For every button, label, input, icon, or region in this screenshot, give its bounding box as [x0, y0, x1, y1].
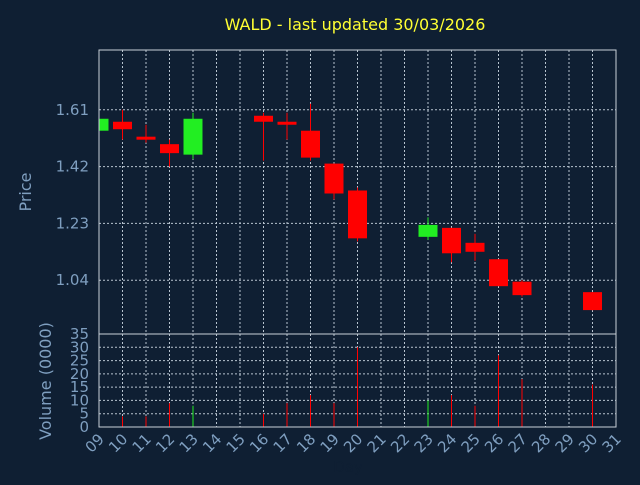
volume-tick-label: 10	[70, 391, 89, 409]
volume-tick-label: 35	[70, 325, 89, 343]
price-axis-label: Price	[16, 172, 35, 211]
candle	[301, 103, 320, 161]
candle-body	[512, 281, 532, 296]
candle	[136, 124, 156, 143]
price-axis-ticks: 1.61 1.42 1.23 1.04	[56, 101, 89, 289]
candle-body	[489, 259, 508, 287]
volume-axis-label: Volume (0000)	[36, 322, 55, 440]
candle	[442, 227, 461, 263]
volume-bars	[122, 347, 593, 427]
candle	[160, 139, 179, 167]
price-tick-label: 1.23	[56, 214, 89, 232]
volume-tick-label: 25	[70, 352, 89, 370]
candle-body	[113, 121, 132, 130]
chart-title: WALD - last updated 30/03/2026	[225, 15, 486, 34]
candle-body	[442, 227, 461, 254]
candle-body	[160, 144, 179, 154]
candle	[348, 187, 367, 242]
candle-body	[99, 118, 109, 131]
volume-tick-label: 5	[79, 405, 89, 423]
candle	[583, 292, 602, 311]
candle	[512, 280, 532, 297]
candle-body	[254, 115, 273, 122]
candle	[465, 233, 485, 261]
volume-tick-label: 30	[70, 338, 89, 356]
candle-body	[324, 163, 344, 194]
price-tick-label: 1.42	[56, 158, 89, 176]
candle	[98, 118, 109, 131]
candle-body	[301, 130, 320, 158]
candle-body	[136, 136, 156, 140]
volume-tick-label: 0	[79, 418, 89, 436]
candle	[183, 112, 203, 160]
price-tick-label: 1.61	[56, 101, 89, 119]
candle-body	[348, 190, 367, 239]
candle	[489, 259, 508, 287]
candle-body	[277, 121, 297, 125]
candles	[98, 103, 602, 311]
volume-panel-frame	[98, 333, 617, 428]
candle-body	[183, 118, 203, 155]
price-tick-label: 1.04	[56, 271, 89, 289]
candle	[254, 112, 273, 161]
candle	[113, 109, 132, 140]
candle	[324, 163, 344, 200]
candle-body	[465, 242, 485, 252]
volume-tick-label: 20	[70, 365, 89, 383]
candle	[277, 112, 297, 140]
candle-body	[418, 224, 438, 237]
candle-body	[583, 292, 602, 311]
candle	[418, 217, 438, 240]
x-axis-label: Day	[333, 458, 363, 476]
volume-tick-label: 15	[70, 378, 89, 396]
x-axis-ticks: 0910111213141516171819202122232425262728…	[82, 430, 625, 456]
